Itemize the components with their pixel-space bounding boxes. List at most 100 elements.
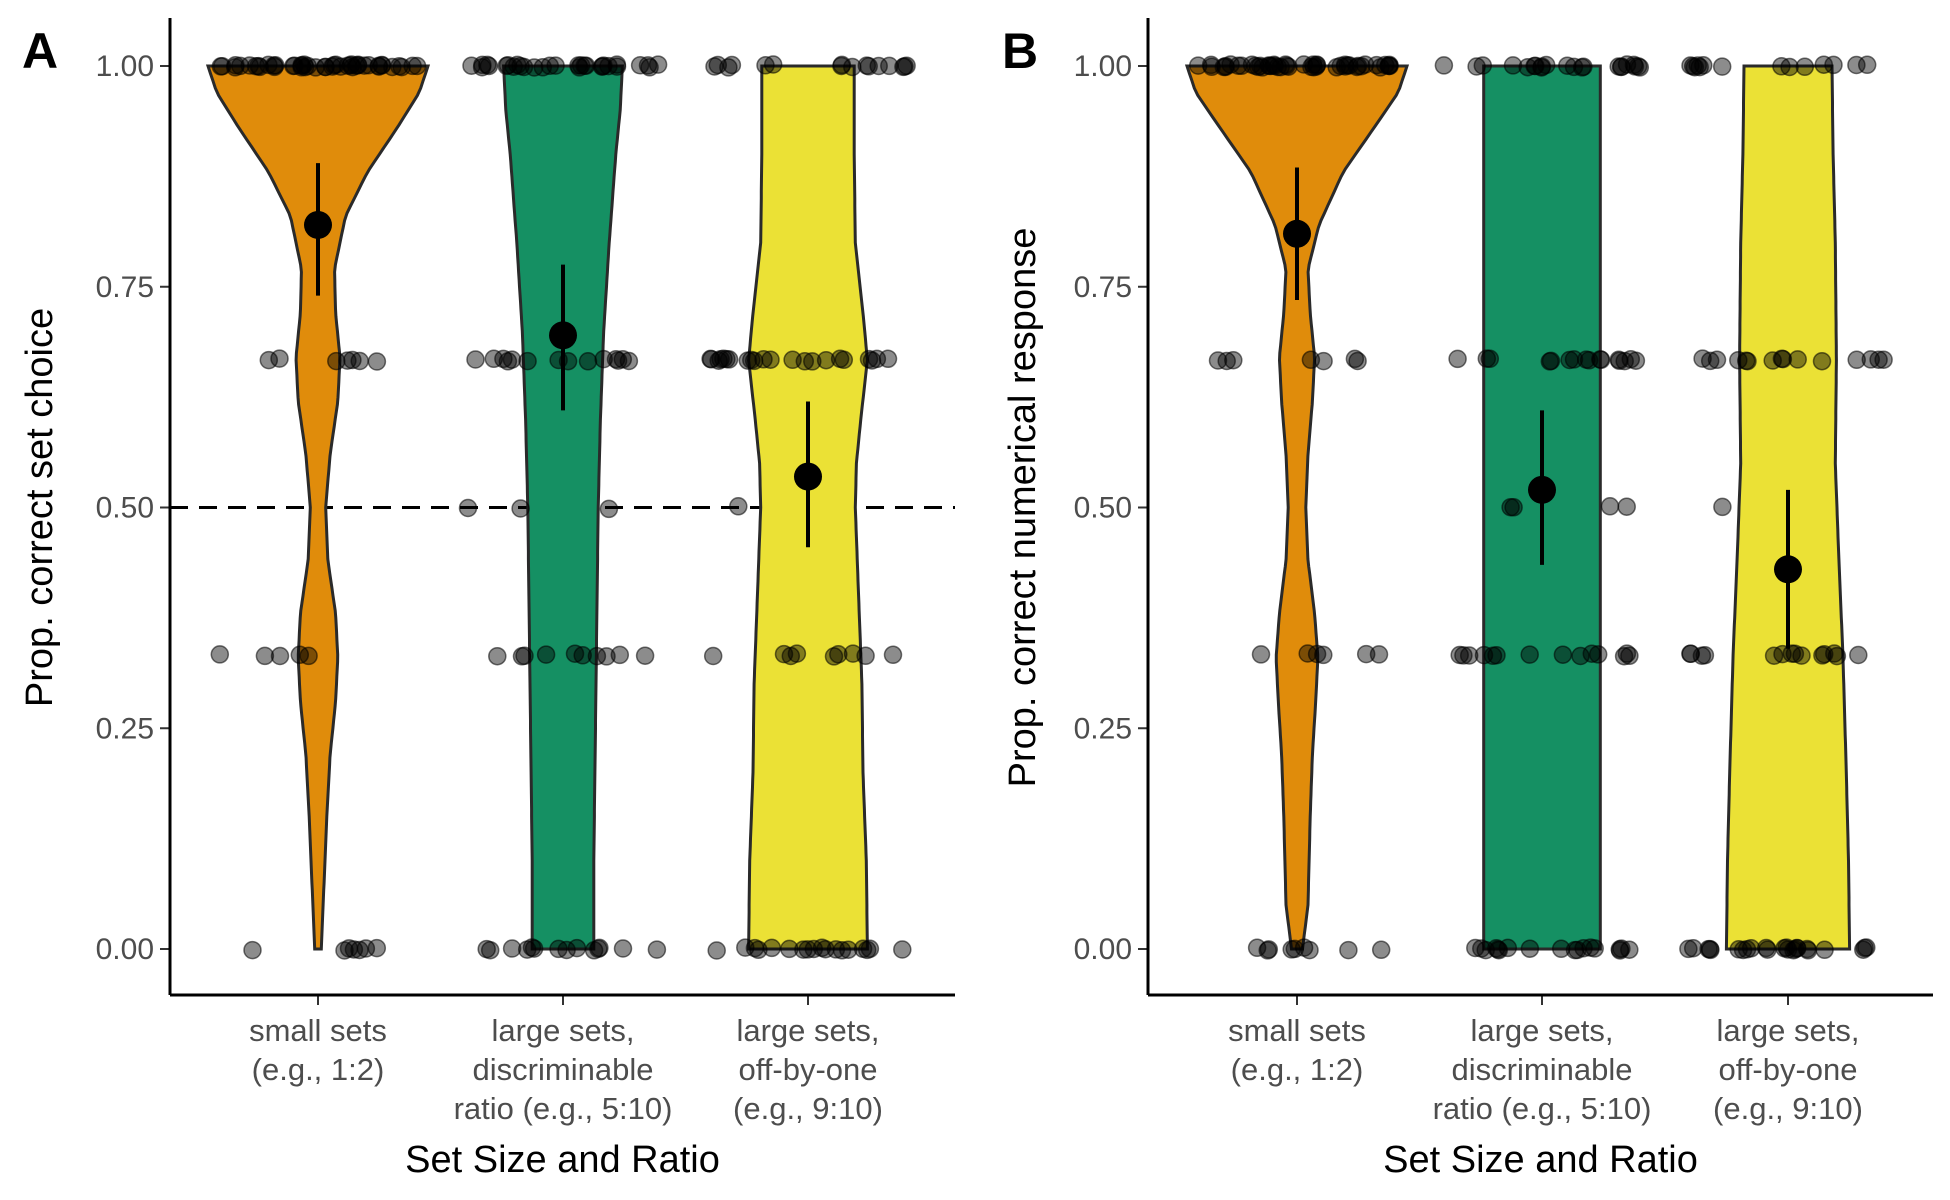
data-point (880, 56, 899, 76)
data-point (590, 938, 609, 958)
data-point (1568, 940, 1587, 960)
data-point (316, 57, 335, 77)
data-point (265, 57, 284, 77)
data-point (599, 499, 619, 519)
data-point (536, 645, 556, 664)
x-axis-title: Set Size and Ratio (405, 1139, 720, 1181)
data-point (705, 57, 724, 76)
data-point (1612, 57, 1631, 76)
data-point (1448, 349, 1467, 369)
data-point (1713, 497, 1732, 517)
data-point (648, 55, 668, 74)
mean-point (1774, 555, 1802, 584)
x-tick-label: large sets, discriminable ratio (e.g., 5:1… (1433, 1013, 1652, 1126)
x-tick-label-line: discriminable (473, 1052, 654, 1087)
data-point (1620, 646, 1639, 666)
data-point (1847, 55, 1866, 75)
data-point (1849, 645, 1868, 665)
data-point (1795, 57, 1815, 77)
data-point (1375, 55, 1395, 75)
data-point (1737, 940, 1757, 959)
data-point (246, 56, 266, 76)
data-point (1617, 644, 1637, 663)
data-point (589, 939, 608, 959)
data-point (703, 646, 723, 666)
data-point (1518, 57, 1537, 77)
data-point (1582, 644, 1602, 663)
y-tick-label: 0.75 (1074, 271, 1132, 304)
data-point (1208, 351, 1228, 370)
y-tick-label: 0.75 (96, 271, 154, 304)
data-point (1251, 645, 1271, 664)
data-point (1188, 56, 1208, 75)
panel-label: B (1002, 23, 1038, 79)
data-point (606, 349, 626, 369)
data-point (1504, 498, 1523, 517)
x-tick-label-line: large sets, (1470, 1013, 1613, 1048)
data-point (1498, 938, 1518, 958)
data-point (834, 350, 854, 370)
x-tick-label-line: discriminable (1452, 1052, 1633, 1087)
data-point (635, 646, 655, 665)
data-point (593, 57, 612, 76)
data-point (1855, 938, 1874, 958)
data-point (211, 57, 231, 76)
y-tick-label: 0.50 (1074, 492, 1132, 525)
data-point (1473, 56, 1493, 75)
data-point (803, 352, 822, 371)
data-point (1693, 349, 1712, 368)
data-point (1369, 645, 1389, 664)
data-point (1355, 55, 1375, 74)
data-point (707, 941, 726, 960)
data-point (343, 350, 362, 370)
data-point (576, 56, 596, 75)
data-point (533, 58, 553, 77)
data-point (1572, 58, 1592, 77)
category-group (205, 55, 431, 960)
x-axis-title: Set Size and Ratio (1383, 1139, 1698, 1181)
category-group (701, 55, 916, 960)
data-point (607, 55, 627, 74)
data-point (1300, 940, 1319, 960)
data-point (1824, 55, 1843, 75)
data-point (1847, 350, 1866, 370)
data-point (518, 351, 537, 371)
category-group (1434, 55, 1650, 960)
data-point (781, 646, 801, 666)
data-point (403, 56, 422, 76)
data-point (578, 352, 598, 371)
y-tick-label: 0.50 (96, 492, 154, 525)
data-point (540, 56, 560, 76)
x-tick-label: large sets, off-by-one (e.g., 9:10) (1713, 1013, 1863, 1126)
data-point (292, 55, 311, 75)
data-point (1307, 55, 1326, 74)
panel-a: A Prop. correct set choice Set Size and Ra… (19, 18, 955, 1181)
data-point (729, 497, 748, 516)
data-point (1301, 350, 1321, 370)
data-point (1249, 57, 1268, 77)
data-point (1869, 350, 1888, 369)
data-point (1314, 645, 1333, 665)
data-point (369, 57, 389, 76)
data-point (859, 349, 879, 369)
data-point (1467, 57, 1486, 76)
mean-point (1528, 475, 1556, 504)
category-group (458, 55, 668, 960)
data-point (549, 939, 568, 959)
data-point (1259, 940, 1279, 959)
data-point (774, 644, 794, 664)
data-point (1459, 646, 1479, 665)
data-point (1620, 940, 1639, 959)
x-tick-label-line: small sets (249, 1013, 387, 1048)
data-point (763, 55, 783, 74)
data-point (1304, 57, 1324, 77)
data-point (1371, 940, 1391, 960)
data-point (259, 350, 279, 370)
data-point (1339, 940, 1358, 960)
data-point (1503, 56, 1523, 75)
x-tick-label: large sets, off-by-one (e.g., 9:10) (733, 1013, 883, 1126)
data-point (1298, 644, 1317, 663)
x-tick-label-line: large sets, (491, 1013, 634, 1048)
x-tick-label-line: off-by-one (738, 1052, 877, 1087)
data-point (323, 57, 342, 76)
